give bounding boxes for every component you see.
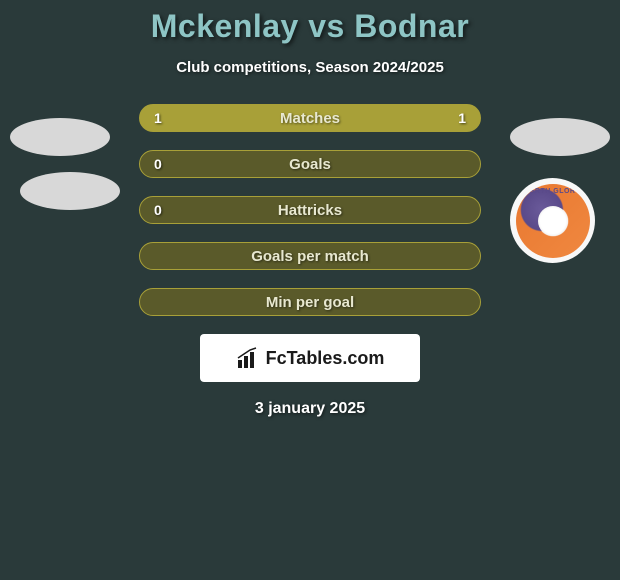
page-title: Mckenlay vs Bodnar [0, 8, 620, 45]
stat-label: Hattricks [140, 202, 480, 219]
stat-left-value: 1 [154, 110, 162, 126]
subtitle: Club competitions, Season 2024/2025 [0, 59, 620, 76]
date-text: 3 january 2025 [0, 400, 620, 418]
stat-label: Min per goal [140, 294, 480, 311]
stat-row-min-per-goal: Min per goal [139, 288, 481, 316]
stats-area: 1 Matches 1 0 Goals 0 Hattricks Goals pe… [0, 104, 620, 316]
stat-label: Goals per match [140, 248, 480, 265]
comparison-card: Mckenlay vs Bodnar Club competitions, Se… [0, 0, 620, 418]
stat-right-value: 1 [458, 110, 466, 126]
stat-left-value: 0 [154, 156, 162, 172]
bar-chart-icon [236, 346, 260, 370]
fctables-logo: FcTables.com [236, 346, 385, 370]
stat-row-hattricks: 0 Hattricks [139, 196, 481, 224]
banner-text: FcTables.com [266, 348, 385, 369]
stat-label: Matches [140, 110, 480, 127]
stat-row-goals-per-match: Goals per match [139, 242, 481, 270]
stat-label: Goals [140, 156, 480, 173]
stat-left-value: 0 [154, 202, 162, 218]
stat-row-goals: 0 Goals [139, 150, 481, 178]
stat-row-matches: 1 Matches 1 [139, 104, 481, 132]
fctables-banner[interactable]: FcTables.com [200, 334, 420, 382]
